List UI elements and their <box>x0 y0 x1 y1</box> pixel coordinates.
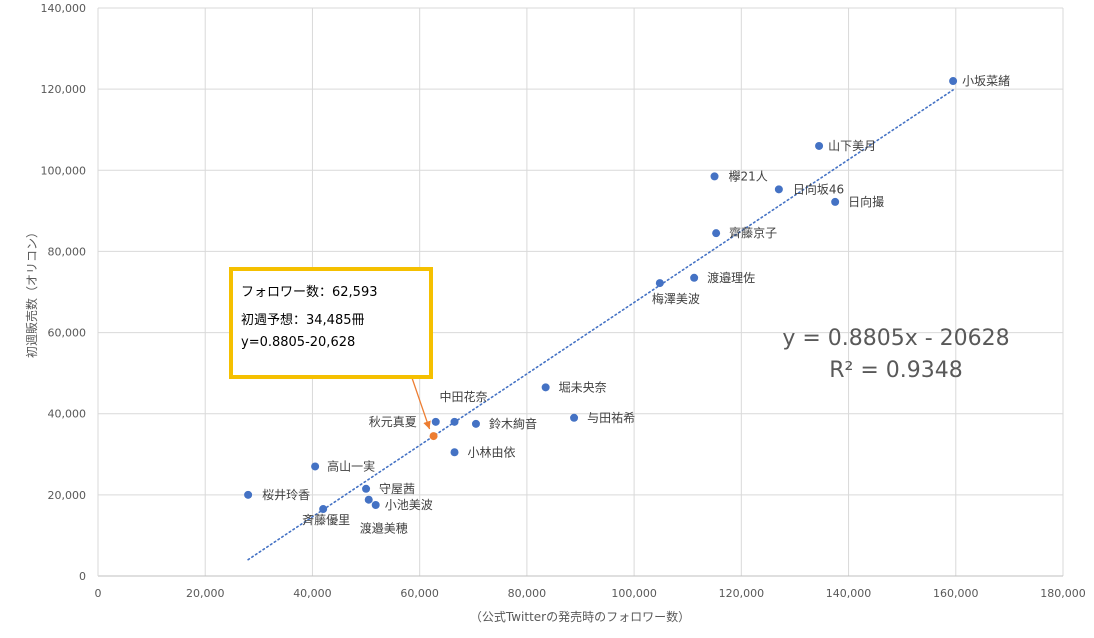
callout-followers: フォロワー数：62,593 <box>241 285 378 300</box>
point-label: 鈴木絢音 <box>489 416 537 431</box>
axes <box>97 8 1063 577</box>
x-axis-ticks: 0 20,000 40,000 60,000 80,000 100,000 120,000 1… <box>95 587 1086 600</box>
point-label: 渡邉美穂 <box>360 521 408 536</box>
point-label: 日向坂46 <box>793 181 844 196</box>
data-point <box>949 77 958 86</box>
x-tick-label: 0 <box>95 587 102 600</box>
point-label: 渡邉理佐 <box>707 270 755 285</box>
y-tick-label: 100,000 <box>41 164 87 177</box>
point-label: 中田花奈 <box>440 389 488 404</box>
point-label: 与田祐希 <box>587 410 635 425</box>
data-point <box>371 501 380 509</box>
data-point <box>450 417 459 426</box>
y-tick-label: 80,000 <box>48 245 87 258</box>
data-point <box>431 417 440 426</box>
data-point <box>319 505 328 514</box>
point-label: 山下美月 <box>828 139 876 153</box>
point-label: 堀未央奈 <box>559 379 607 394</box>
data-point <box>712 229 721 238</box>
data-point <box>831 197 840 206</box>
regression-equation: y = 0.8805x - 20628 <box>782 326 1009 351</box>
data-point <box>244 490 253 499</box>
data-point <box>690 273 699 282</box>
y-tick-label: 40,000 <box>48 408 87 421</box>
point-label: 梅澤美波 <box>652 291 700 306</box>
x-tick-label: 40,000 <box>293 587 332 600</box>
predicted-point <box>429 432 438 441</box>
data-points <box>244 77 958 514</box>
point-label: 齊藤京子 <box>729 226 777 240</box>
x-tick-label: 180,000 <box>1040 587 1086 600</box>
y-tick-label: 20,000 <box>48 489 87 502</box>
callout-prediction: 初週予想：34,485冊 <box>241 313 365 328</box>
y-tick-label: 60,000 <box>48 327 87 340</box>
y-tick-label: 140,000 <box>41 2 87 15</box>
trendline <box>247 89 954 561</box>
x-tick-label: 120,000 <box>719 587 765 600</box>
data-point <box>570 413 579 422</box>
x-axis-title: （公式Twitterの発売時のフォロワー数） <box>470 609 690 624</box>
point-label: 小坂菜緒 <box>962 73 1010 88</box>
point-label: 守屋茜 <box>379 482 415 496</box>
point-label: 桜井玲香 <box>262 488 310 502</box>
data-point <box>710 172 719 181</box>
y-tick-label: 0 <box>79 570 86 583</box>
data-point <box>655 279 664 288</box>
prediction-callout: フォロワー数：62,593 初週予想：34,485冊 y=0.8805-20,6… <box>229 267 433 379</box>
point-label: 高山一実 <box>327 458 375 473</box>
data-point <box>774 185 783 194</box>
point-label: 小池美波 <box>385 498 433 512</box>
x-tick-label: 20,000 <box>186 587 225 600</box>
x-tick-label: 60,000 <box>400 587 439 600</box>
y-tick-label: 120,000 <box>41 83 87 96</box>
data-point <box>815 141 824 150</box>
data-point <box>311 462 320 471</box>
point-label: 斉藤優里 <box>302 512 350 527</box>
y-axis-ticks: 0 20,000 40,000 60,000 80,000 100,000 120,000 1… <box>41 2 87 583</box>
point-label: 日向撮 <box>848 194 884 209</box>
callout-arrow <box>410 374 431 430</box>
data-point <box>471 419 480 428</box>
x-tick-label: 160,000 <box>933 587 979 600</box>
x-tick-label: 100,000 <box>611 587 657 600</box>
data-point <box>450 448 459 457</box>
callout-formula: y=0.8805-20,628 <box>241 335 356 350</box>
x-tick-label: 140,000 <box>826 587 872 600</box>
point-label: 秋元真夏 <box>369 415 417 429</box>
point-label: 欅21人 <box>729 169 768 183</box>
x-tick-label: 80,000 <box>508 587 547 600</box>
data-point <box>362 484 371 493</box>
data-point <box>364 495 373 504</box>
point-label: 小林由依 <box>468 444 516 459</box>
trendline-path <box>247 89 954 561</box>
r-squared: R² = 0.9348 <box>829 358 963 383</box>
y-axis-title: 初週販売数（オリコン） <box>24 226 39 358</box>
data-point <box>541 383 550 392</box>
